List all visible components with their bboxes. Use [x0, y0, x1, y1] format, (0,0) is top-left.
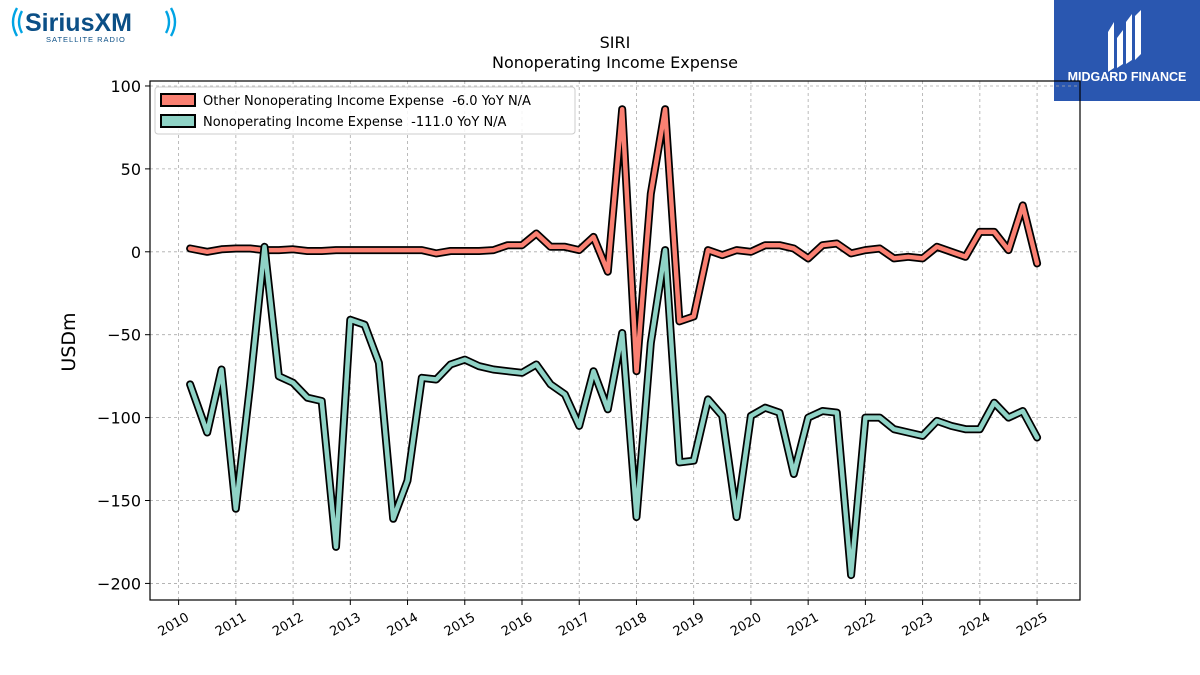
siriusxm-subtitle: SATELLITE RADIO — [46, 35, 126, 44]
legend-swatch-other-nonoperating — [160, 93, 196, 107]
y-tick-label: −50 — [107, 326, 141, 345]
x-tick-label: 2010 — [156, 610, 192, 640]
x-tick-label: 2019 — [671, 610, 707, 640]
y-tick-label: −200 — [97, 574, 141, 593]
series-0-line — [187, 106, 1040, 374]
x-tick-label: 2015 — [442, 610, 478, 640]
x-tick-label: 2011 — [213, 610, 249, 640]
legend: Other Nonoperating Income Expense -6.0 Y… — [154, 86, 576, 135]
x-tick-label: 2020 — [728, 610, 764, 640]
series-lines — [186, 105, 1042, 580]
radio-waves-right-icon — [164, 7, 177, 37]
x-tick-label: 2024 — [957, 610, 993, 640]
series-1-line — [187, 244, 1040, 578]
x-tick-label: 2023 — [900, 610, 936, 640]
chart-title: SIRI — [600, 33, 631, 52]
x-tick-label: 2013 — [327, 610, 363, 640]
y-axis: 100 50 0 −50 −100 −150 −200 — [97, 77, 150, 593]
x-tick-label: 2018 — [614, 610, 650, 640]
x-tick-label: 2025 — [1014, 610, 1050, 640]
legend-swatch-nonoperating — [160, 114, 196, 128]
x-tick-label: 2014 — [385, 610, 421, 640]
siriusxm-logo: SiriusXM SATELLITE RADIO — [11, 7, 177, 44]
y-tick-label: 0 — [131, 243, 141, 262]
x-axis: 2010 2011 2012 2013 2014 2015 2016 2017 2018 2019… — [156, 600, 1050, 640]
midgard-emblem-icon — [1108, 10, 1141, 72]
legend-box — [154, 86, 576, 135]
grid — [150, 81, 1080, 600]
legend-label-other-nonoperating: Other Nonoperating Income Expense -6.0 Y… — [203, 94, 531, 109]
radio-waves-left-icon — [11, 7, 24, 37]
x-tick-label: 2017 — [556, 610, 592, 640]
y-tick-label: 100 — [110, 77, 141, 96]
midgard-finance-logo: MIDGARD FINANCE — [1054, 0, 1200, 101]
y-tick-label: −100 — [97, 409, 141, 428]
chart-subtitle: Nonoperating Income Expense — [492, 53, 738, 72]
plot-area-border — [149, 80, 1081, 601]
y-tick-label: 50 — [121, 160, 141, 179]
series-1-outline — [186, 242, 1042, 580]
y-tick-label: −150 — [97, 492, 141, 511]
series-0-outline — [186, 105, 1042, 376]
x-tick-label: 2022 — [843, 610, 879, 640]
y-axis-label: USDm — [58, 312, 80, 371]
midgard-wordmark: MIDGARD FINANCE — [1068, 70, 1187, 84]
siriusxm-wordmark: SiriusXM — [25, 9, 132, 37]
x-tick-label: 2016 — [499, 610, 535, 640]
x-tick-label: 2021 — [785, 610, 821, 640]
x-tick-label: 2012 — [270, 610, 306, 640]
legend-label-nonoperating: Nonoperating Income Expense -111.0 YoY N… — [203, 115, 507, 130]
